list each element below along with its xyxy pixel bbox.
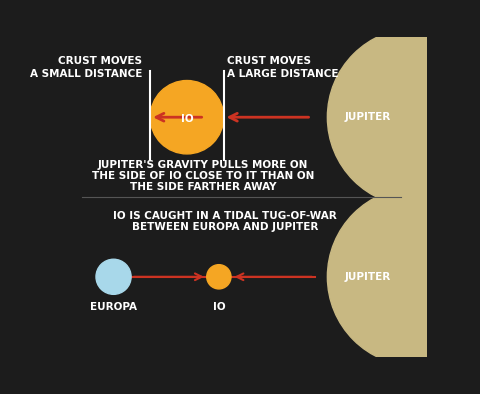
Text: BETWEEN EUROPA AND JUPITER: BETWEEN EUROPA AND JUPITER [132, 222, 318, 232]
Text: CRUST MOVES: CRUST MOVES [227, 56, 311, 66]
Text: CRUST MOVES: CRUST MOVES [58, 56, 142, 66]
Text: IO: IO [213, 302, 225, 312]
Circle shape [207, 265, 231, 289]
Text: EUROPA: EUROPA [90, 302, 137, 312]
Text: JUPITER'S GRAVITY PULLS MORE ON: JUPITER'S GRAVITY PULLS MORE ON [98, 160, 308, 170]
Text: THE SIDE FARTHER AWAY: THE SIDE FARTHER AWAY [130, 182, 276, 192]
Text: JUPITER: JUPITER [344, 272, 390, 282]
Text: A LARGE DISTANCE: A LARGE DISTANCE [227, 69, 338, 79]
Text: A SMALL DISTANCE: A SMALL DISTANCE [30, 69, 142, 79]
Text: IO IS CAUGHT IN A TIDAL TUG-OF-WAR: IO IS CAUGHT IN A TIDAL TUG-OF-WAR [113, 211, 337, 221]
Text: IO: IO [180, 114, 193, 124]
Circle shape [96, 259, 131, 294]
Circle shape [150, 80, 224, 154]
Circle shape [327, 188, 480, 366]
Text: JUPITER: JUPITER [344, 112, 390, 122]
Circle shape [327, 28, 480, 206]
Text: THE SIDE OF IO CLOSE TO IT THAN ON: THE SIDE OF IO CLOSE TO IT THAN ON [92, 171, 314, 181]
